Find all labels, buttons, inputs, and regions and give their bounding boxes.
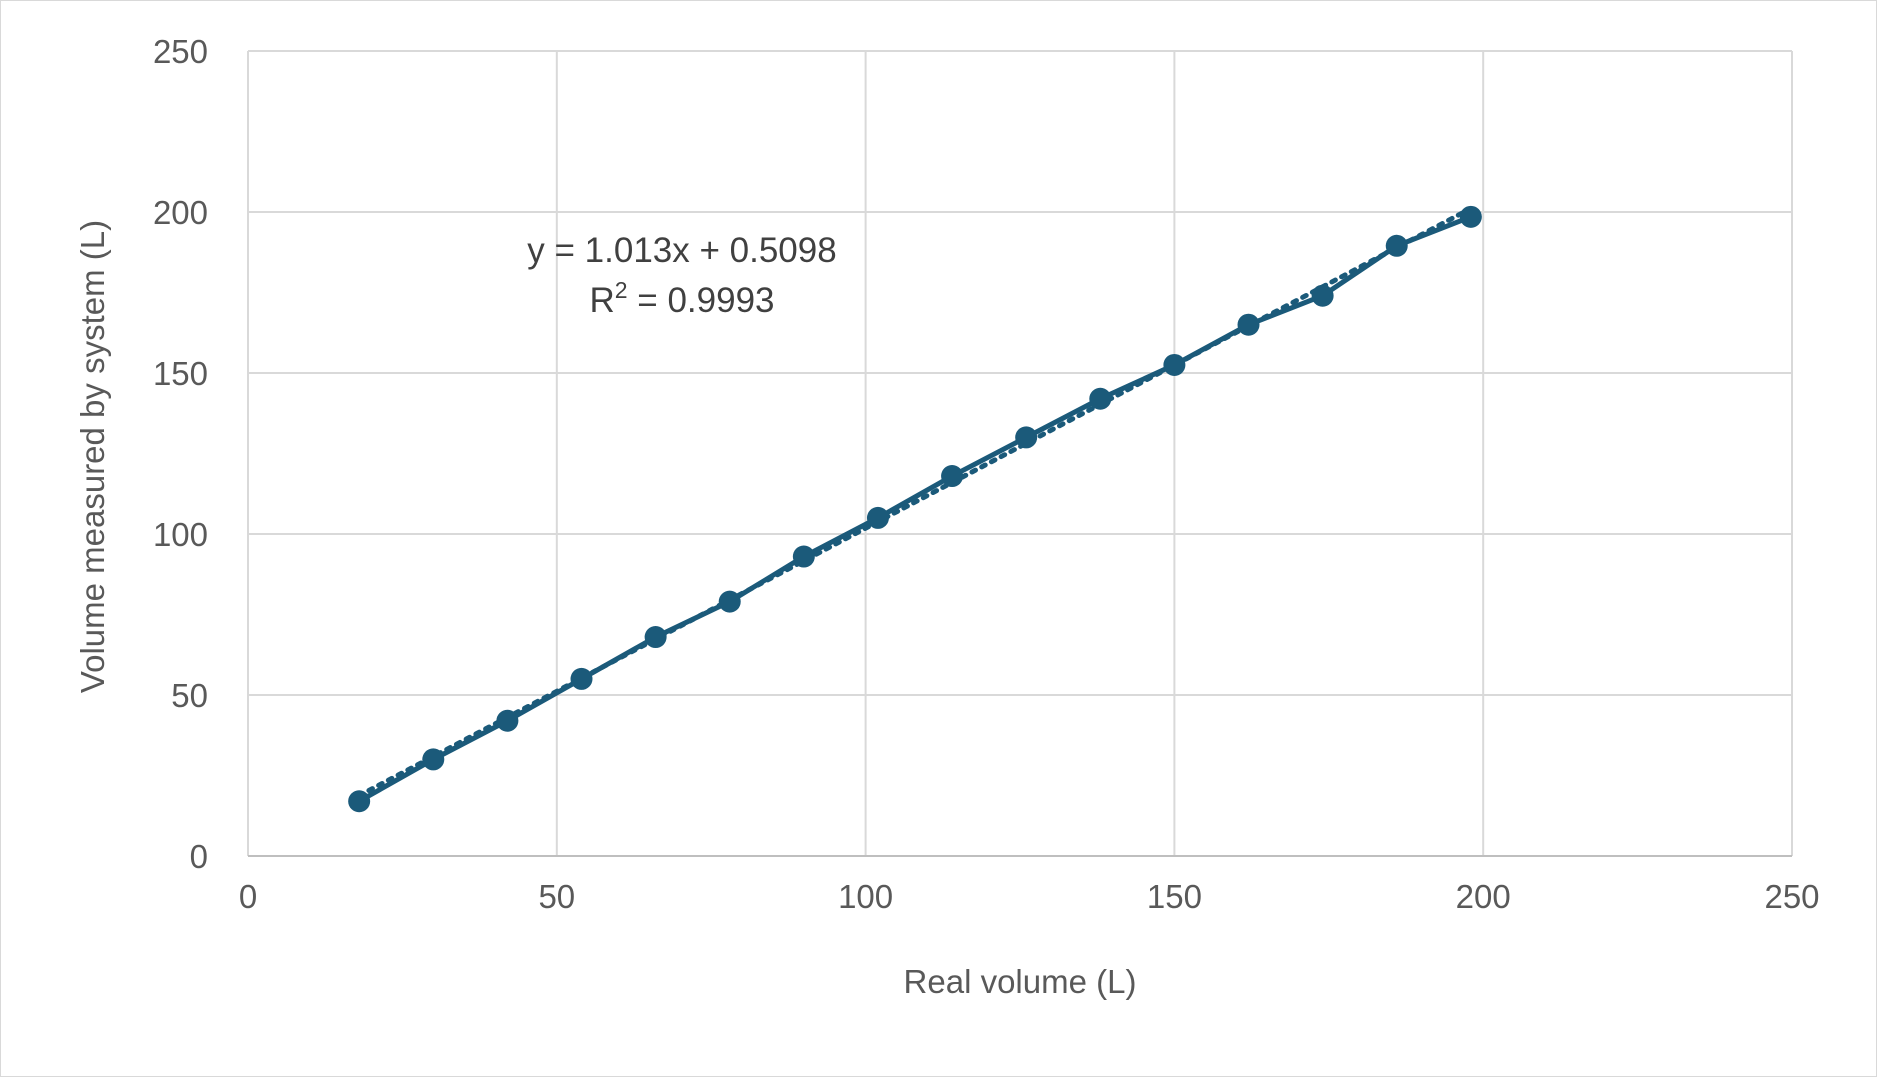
data-point: [866, 506, 889, 529]
y-tick-label: 200: [153, 194, 208, 231]
x-tick-label: 0: [239, 878, 257, 915]
data-point: [570, 667, 593, 690]
y-tick-label: 0: [190, 838, 208, 875]
data-point: [1237, 313, 1260, 336]
series-layer: [348, 205, 1482, 813]
y-axis-title: Volume measured by system (L): [74, 220, 111, 693]
data-point: [644, 626, 667, 649]
r-squared-value: = 0.9993: [628, 281, 775, 320]
data-point: [496, 709, 519, 732]
y-tick-label: 250: [153, 33, 208, 70]
data-point: [792, 545, 815, 568]
x-tick-label: 50: [538, 878, 575, 915]
data-point: [1015, 426, 1038, 449]
data-point: [422, 748, 445, 771]
data-point: [1311, 284, 1334, 307]
data-point: [1459, 205, 1482, 228]
x-axis-title: Real volume (L): [904, 963, 1137, 1000]
trendline-equation: y = 1.013x + 0.5098: [527, 231, 836, 270]
data-point: [941, 465, 964, 488]
y-tick-label: 50: [171, 677, 208, 714]
x-tick-label: 150: [1147, 878, 1202, 915]
tick-label-layer: 0 50 100 150 200 250 0 50 100 150 200 250: [153, 33, 1820, 915]
x-tick-label: 100: [838, 878, 893, 915]
r-squared-base: R: [589, 281, 614, 320]
data-point: [1089, 387, 1112, 410]
y-tick-label: 150: [153, 355, 208, 392]
data-point: [348, 790, 371, 813]
x-tick-label: 200: [1456, 878, 1511, 915]
y-tick-label: 100: [153, 516, 208, 553]
grid-layer: [247, 50, 1793, 857]
data-point: [1385, 234, 1408, 257]
data-point: [1163, 353, 1186, 376]
data-point: [718, 590, 741, 613]
series-line: [357, 214, 1472, 804]
trendline-r-squared: R2 = 0.9993: [589, 277, 774, 320]
x-tick-label: 250: [1764, 878, 1819, 915]
r-squared-exponent: 2: [615, 277, 628, 303]
